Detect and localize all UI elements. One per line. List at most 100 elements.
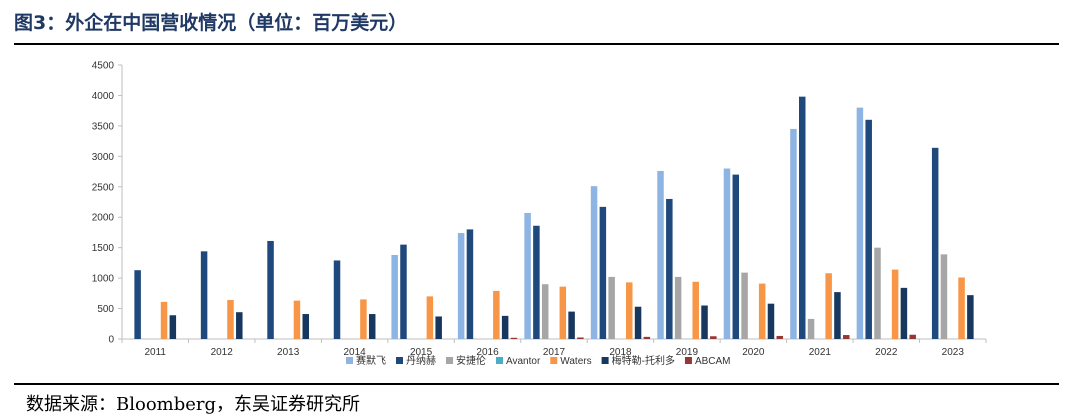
y-tick-label: 3000 bbox=[92, 152, 115, 163]
bar bbox=[865, 119, 872, 339]
legend-swatch bbox=[601, 357, 609, 364]
bar bbox=[842, 335, 850, 339]
bar bbox=[710, 336, 717, 339]
top-rule bbox=[14, 43, 1059, 45]
legend-label: ABCAM bbox=[695, 356, 731, 367]
bar bbox=[293, 300, 301, 339]
y-tick-label: 2000 bbox=[92, 213, 115, 224]
x-tick-label: 2015 bbox=[410, 347, 433, 358]
y-tick-label: 3500 bbox=[92, 121, 115, 132]
x-tick-label: 2023 bbox=[942, 347, 965, 358]
bar bbox=[559, 286, 567, 339]
bar bbox=[741, 272, 748, 339]
bar bbox=[599, 206, 607, 339]
bar bbox=[732, 174, 740, 339]
bar bbox=[134, 270, 141, 339]
x-tick-label: 2019 bbox=[676, 347, 699, 358]
bar bbox=[758, 283, 766, 339]
bar bbox=[510, 337, 518, 339]
bar bbox=[267, 240, 274, 339]
bar bbox=[909, 334, 916, 339]
bar bbox=[790, 128, 797, 339]
bar bbox=[200, 251, 208, 339]
legend-label: 梅特勒-托利多 bbox=[612, 354, 675, 367]
y-tick-label: 2500 bbox=[92, 182, 115, 193]
legend-label: 安捷伦 bbox=[456, 354, 486, 367]
source-note: 数据来源：Bloomberg，东吴证券研究所 bbox=[26, 394, 361, 415]
x-tick-label: 2012 bbox=[211, 347, 234, 358]
bar bbox=[940, 254, 948, 339]
bar bbox=[524, 212, 531, 339]
x-tick-label: 2017 bbox=[543, 347, 566, 358]
bottom-rule bbox=[14, 383, 1059, 385]
bar bbox=[236, 312, 243, 339]
bar bbox=[577, 337, 584, 339]
bar bbox=[776, 335, 784, 339]
bar bbox=[634, 306, 642, 339]
bar bbox=[856, 107, 864, 339]
legend-swatch bbox=[446, 357, 453, 364]
chart-legend: 赛默飞 丹纳赫 安捷伦 Avantor Waters 梅特勒-托利多 ABCAM bbox=[346, 354, 731, 367]
bar bbox=[674, 276, 682, 339]
bar bbox=[541, 284, 549, 339]
legend-label: 丹纳赫 bbox=[406, 354, 436, 367]
figure-title: 图3：外企在中国营收情况（单位：百万美元） bbox=[14, 12, 408, 34]
y-tick-label: 1000 bbox=[92, 274, 115, 285]
x-tick-label: 2014 bbox=[343, 347, 366, 358]
bar bbox=[160, 301, 168, 339]
bar bbox=[501, 315, 509, 339]
bar bbox=[302, 314, 310, 339]
bar-chart: 0 500 1000 1500 2000 2500 3000 3500 4000 4500 2011… bbox=[92, 61, 987, 367]
legend-label: Avantor bbox=[506, 356, 541, 367]
bar bbox=[701, 305, 708, 339]
bar bbox=[391, 254, 398, 339]
x-tick-label: 2020 bbox=[742, 347, 765, 358]
legend-swatch bbox=[396, 357, 403, 364]
legend-label: 赛默飞 bbox=[356, 354, 386, 367]
y-tick-label: 0 bbox=[108, 335, 114, 346]
bar bbox=[723, 168, 731, 339]
bar bbox=[666, 198, 673, 339]
legend-label: Waters bbox=[560, 356, 591, 367]
legend-swatch bbox=[684, 357, 692, 364]
bar bbox=[368, 314, 376, 339]
bar bbox=[360, 299, 367, 339]
bar bbox=[608, 276, 615, 339]
bar bbox=[333, 260, 341, 339]
bar bbox=[967, 295, 974, 339]
bar bbox=[590, 186, 598, 339]
bar bbox=[891, 269, 899, 339]
x-tick-label: 2018 bbox=[609, 347, 632, 358]
bar bbox=[825, 273, 832, 339]
bar bbox=[493, 290, 500, 339]
bar bbox=[798, 96, 806, 339]
x-tick-label: 2016 bbox=[476, 347, 499, 358]
bar bbox=[931, 147, 939, 339]
y-tick-label: 500 bbox=[97, 304, 114, 315]
bar bbox=[457, 233, 465, 339]
y-tick-label: 1500 bbox=[92, 243, 115, 254]
bar bbox=[834, 292, 841, 339]
x-tick-label: 2011 bbox=[144, 347, 166, 358]
bar bbox=[568, 311, 575, 339]
bar bbox=[643, 336, 651, 339]
legend-swatch bbox=[346, 357, 353, 364]
bar bbox=[400, 244, 407, 339]
bar bbox=[807, 318, 815, 339]
bar bbox=[767, 303, 775, 339]
bar bbox=[657, 170, 664, 339]
bar bbox=[692, 281, 699, 339]
bar bbox=[626, 282, 633, 339]
x-tick-label: 2021 bbox=[809, 347, 832, 358]
bar bbox=[426, 296, 434, 339]
legend-swatch bbox=[496, 357, 503, 364]
bar bbox=[435, 316, 442, 339]
x-tick-label: 2013 bbox=[277, 347, 300, 358]
bar bbox=[169, 315, 177, 339]
bar bbox=[958, 277, 965, 339]
x-tick-label: 2022 bbox=[875, 347, 898, 358]
chart-bars bbox=[134, 96, 974, 339]
y-tick-label: 4000 bbox=[92, 91, 115, 102]
bar bbox=[900, 287, 908, 339]
bar bbox=[466, 229, 474, 339]
